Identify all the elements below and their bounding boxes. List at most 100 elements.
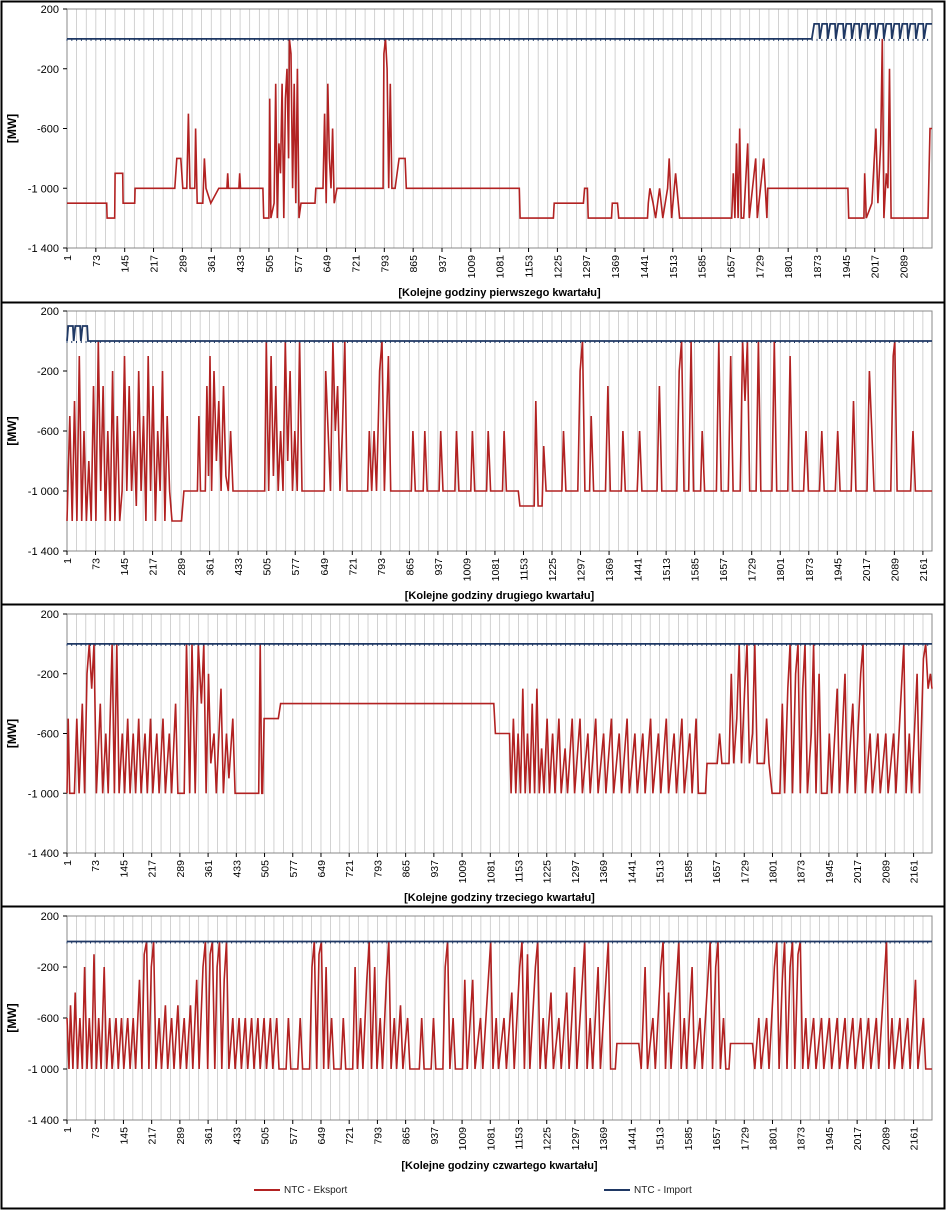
x-tick-label: 1	[62, 1127, 74, 1133]
x-tick-label: 1009	[457, 1127, 469, 1151]
x-tick-label: 721	[350, 255, 362, 273]
x-tick-label: 1225	[542, 860, 554, 884]
x-tick-label: 721	[344, 1127, 356, 1145]
x-tick-label: 865	[401, 1127, 413, 1145]
x-tick-label: 1225	[552, 255, 564, 279]
legend-label-eksport: NTC - Eksport	[284, 1184, 348, 1196]
x-tick-label: 1225	[547, 558, 559, 582]
x-tick-label: 1369	[604, 558, 616, 582]
y-tick-label: 200	[41, 4, 59, 16]
x-tick-label: 1729	[754, 255, 766, 279]
x-tick-label: 1873	[796, 1127, 808, 1151]
x-tick-label: 289	[175, 860, 187, 878]
x-tick-label: 577	[290, 558, 302, 576]
x-tick-label: 1801	[767, 860, 779, 884]
x-axis-label: [Kolejne godziny drugiego kwartału]	[405, 590, 595, 602]
x-tick-label: 1513	[655, 1127, 667, 1151]
y-tick-label: -1 000	[28, 1064, 59, 1076]
x-axis-label: [Kolejne godziny czwartego kwartału]	[401, 1160, 598, 1172]
x-tick-label: 1729	[739, 860, 751, 884]
x-tick-label: 1297	[576, 558, 588, 582]
y-tick-label: -600	[37, 426, 59, 438]
series-line-eksport	[66, 941, 932, 1070]
x-tick-label: 1009	[461, 558, 473, 582]
y-tick-label: -200	[37, 669, 59, 681]
x-tick-label: 1153	[518, 558, 530, 581]
x-tick-label: 433	[231, 860, 243, 878]
y-tick-label: -1 000	[28, 183, 59, 195]
x-tick-label: 1585	[697, 255, 709, 279]
y-tick-label: 200	[41, 609, 59, 621]
x-tick-label: 2089	[880, 860, 892, 884]
series-line-eksport	[67, 38, 932, 219]
x-tick-label: 1	[62, 860, 74, 866]
x-tick-label: 2161	[909, 1127, 921, 1151]
x-tick-label: 1369	[610, 255, 622, 279]
x-tick-label: 1153	[524, 255, 536, 278]
x-tick-label: 1369	[598, 1127, 610, 1151]
chart-panel-1	[1, 1, 945, 303]
x-tick-label: 793	[376, 558, 388, 576]
x-tick-label: 217	[148, 558, 160, 576]
x-tick-label: 73	[90, 1127, 102, 1139]
x-tick-label: 1441	[633, 558, 645, 582]
y-tick-label: -600	[37, 729, 59, 741]
x-tick-label: 145	[118, 1127, 130, 1145]
y-tick-label: -200	[37, 366, 59, 378]
x-tick-label: 1297	[570, 860, 582, 884]
x-tick-label: 937	[429, 860, 441, 878]
x-tick-label: 1657	[711, 860, 723, 884]
x-tick-label: 289	[176, 558, 188, 576]
x-tick-label: 2017	[870, 255, 882, 279]
y-tick-label: 200	[41, 911, 59, 923]
x-tick-label: 1945	[824, 860, 836, 884]
x-tick-label: 73	[90, 860, 102, 872]
x-tick-label: 1513	[655, 860, 667, 884]
x-tick-label: 649	[322, 255, 334, 273]
x-tick-label: 721	[347, 558, 359, 576]
x-tick-label: 649	[316, 860, 328, 878]
x-tick-label: 1729	[739, 1127, 751, 1151]
y-tick-label: -600	[37, 1013, 59, 1025]
legend-label-import: NTC - Import	[634, 1184, 692, 1196]
x-tick-label: 2161	[909, 860, 921, 884]
x-tick-label: 1801	[775, 558, 787, 582]
y-tick-label: -600	[37, 124, 59, 136]
x-tick-label: 145	[119, 558, 131, 576]
x-tick-label: 1585	[683, 860, 695, 884]
x-tick-label: 1945	[824, 1127, 836, 1151]
x-tick-label: 1153	[514, 860, 526, 883]
x-tick-label: 2017	[852, 1127, 864, 1151]
x-tick-label: 1657	[711, 1127, 723, 1151]
x-tick-label: 361	[206, 255, 218, 273]
y-tick-label: 200	[41, 306, 59, 318]
series-line-eksport	[66, 643, 933, 795]
x-tick-label: 577	[293, 255, 305, 273]
x-tick-label: 793	[372, 860, 384, 878]
x-tick-label: 217	[149, 255, 161, 273]
y-tick-label: -1 400	[28, 243, 59, 255]
x-tick-label: 1873	[804, 558, 816, 582]
x-tick-label: 1081	[490, 558, 502, 582]
x-tick-label: 361	[205, 558, 217, 576]
x-tick-label: 73	[91, 558, 103, 570]
x-tick-label: 2089	[889, 558, 901, 582]
x-tick-label: 505	[260, 1127, 272, 1145]
x-tick-label: 1441	[626, 1127, 638, 1151]
x-tick-label: 1945	[832, 558, 844, 582]
x-tick-label: 1153	[514, 1127, 526, 1150]
y-tick-label: -1 400	[28, 546, 59, 558]
legend-swatch-import	[604, 1189, 630, 1191]
x-tick-label: 2089	[899, 255, 911, 279]
x-tick-label: 73	[91, 255, 103, 267]
x-tick-label: 217	[147, 1127, 159, 1145]
x-tick-label: 1297	[581, 255, 593, 279]
x-tick-label: 145	[120, 255, 132, 273]
y-tick-label: -200	[37, 962, 59, 974]
x-tick-label: 1369	[598, 860, 610, 884]
x-tick-label: 1873	[812, 255, 824, 279]
x-tick-label: 1585	[683, 1127, 695, 1151]
x-axis-label: [Kolejne godziny trzeciego kwartału]	[404, 892, 595, 904]
